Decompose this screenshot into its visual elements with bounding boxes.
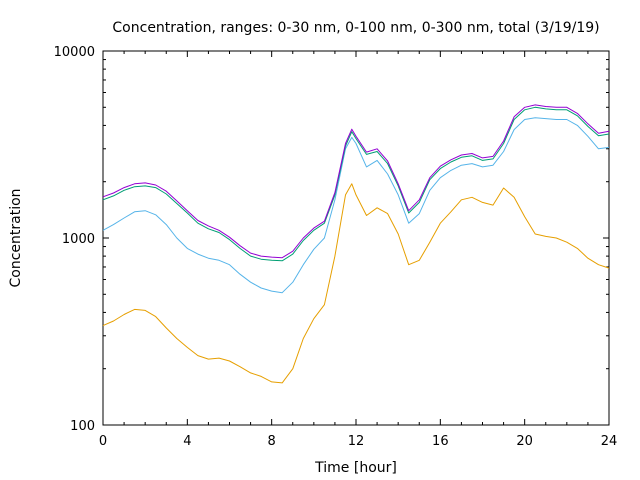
x-tick-label: 16 <box>432 434 449 449</box>
series-lines <box>102 104 610 384</box>
x-tick-label: 4 <box>183 434 191 449</box>
y-axis-label: Concentration <box>8 188 24 287</box>
chart-title: Concentration, ranges: 0-30 nm, 0-100 nm… <box>112 20 599 36</box>
y-tick-label: 1000 <box>62 232 95 247</box>
plot-frame <box>102 50 610 426</box>
x-tick-label: 0 <box>99 434 107 449</box>
x-tick-label: 12 <box>348 434 365 449</box>
series-line-0-100-nm <box>102 117 610 294</box>
x-tick-label: 8 <box>268 434 276 449</box>
y-tick-label: 100 <box>70 419 95 434</box>
x-tick-label: 24 <box>601 434 618 449</box>
x-tick-label: 20 <box>516 434 533 449</box>
series-line-total <box>102 104 610 259</box>
x-axis-label: Time [hour] <box>314 460 397 476</box>
series-line-0-30-nm <box>102 183 610 384</box>
axis-ticks: 0 4 8 12 16 20 24 100 1000 10000 <box>54 45 618 449</box>
y-tick-label: 10000 <box>54 45 95 60</box>
series-line-0-300-nm <box>102 106 610 262</box>
